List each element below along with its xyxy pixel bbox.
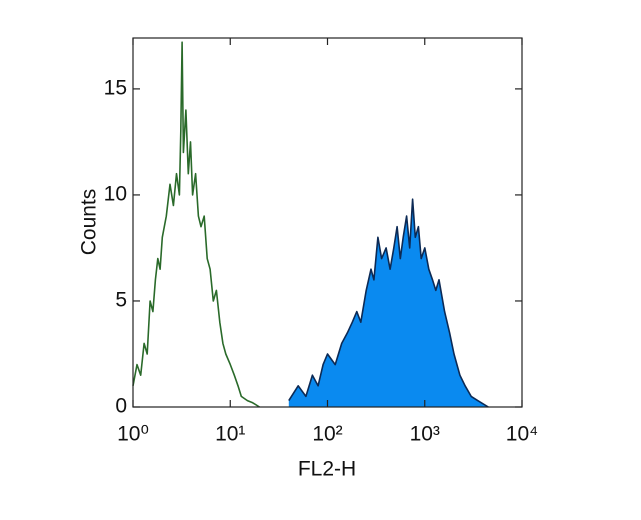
x-tick-label: 10⁴ xyxy=(506,423,538,446)
y-tick-label: 5 xyxy=(115,289,127,312)
y-tick-label: 15 xyxy=(104,76,127,99)
y-tick-label: 10 xyxy=(104,182,127,205)
y-tick-label: 0 xyxy=(115,395,127,418)
histogram-fill xyxy=(288,199,489,407)
x-tick-label: 10² xyxy=(312,423,342,446)
plot-frame xyxy=(132,37,523,408)
x-tick-label: 10³ xyxy=(410,423,440,446)
x-tick-label: 10¹ xyxy=(215,423,245,446)
histogram-outline xyxy=(288,198,489,408)
histogram-outline xyxy=(132,41,260,408)
x-axis-label: FL2-H xyxy=(298,458,356,481)
y-axis-label: Counts xyxy=(78,189,101,256)
x-tick-label: 10⁰ xyxy=(117,423,149,446)
